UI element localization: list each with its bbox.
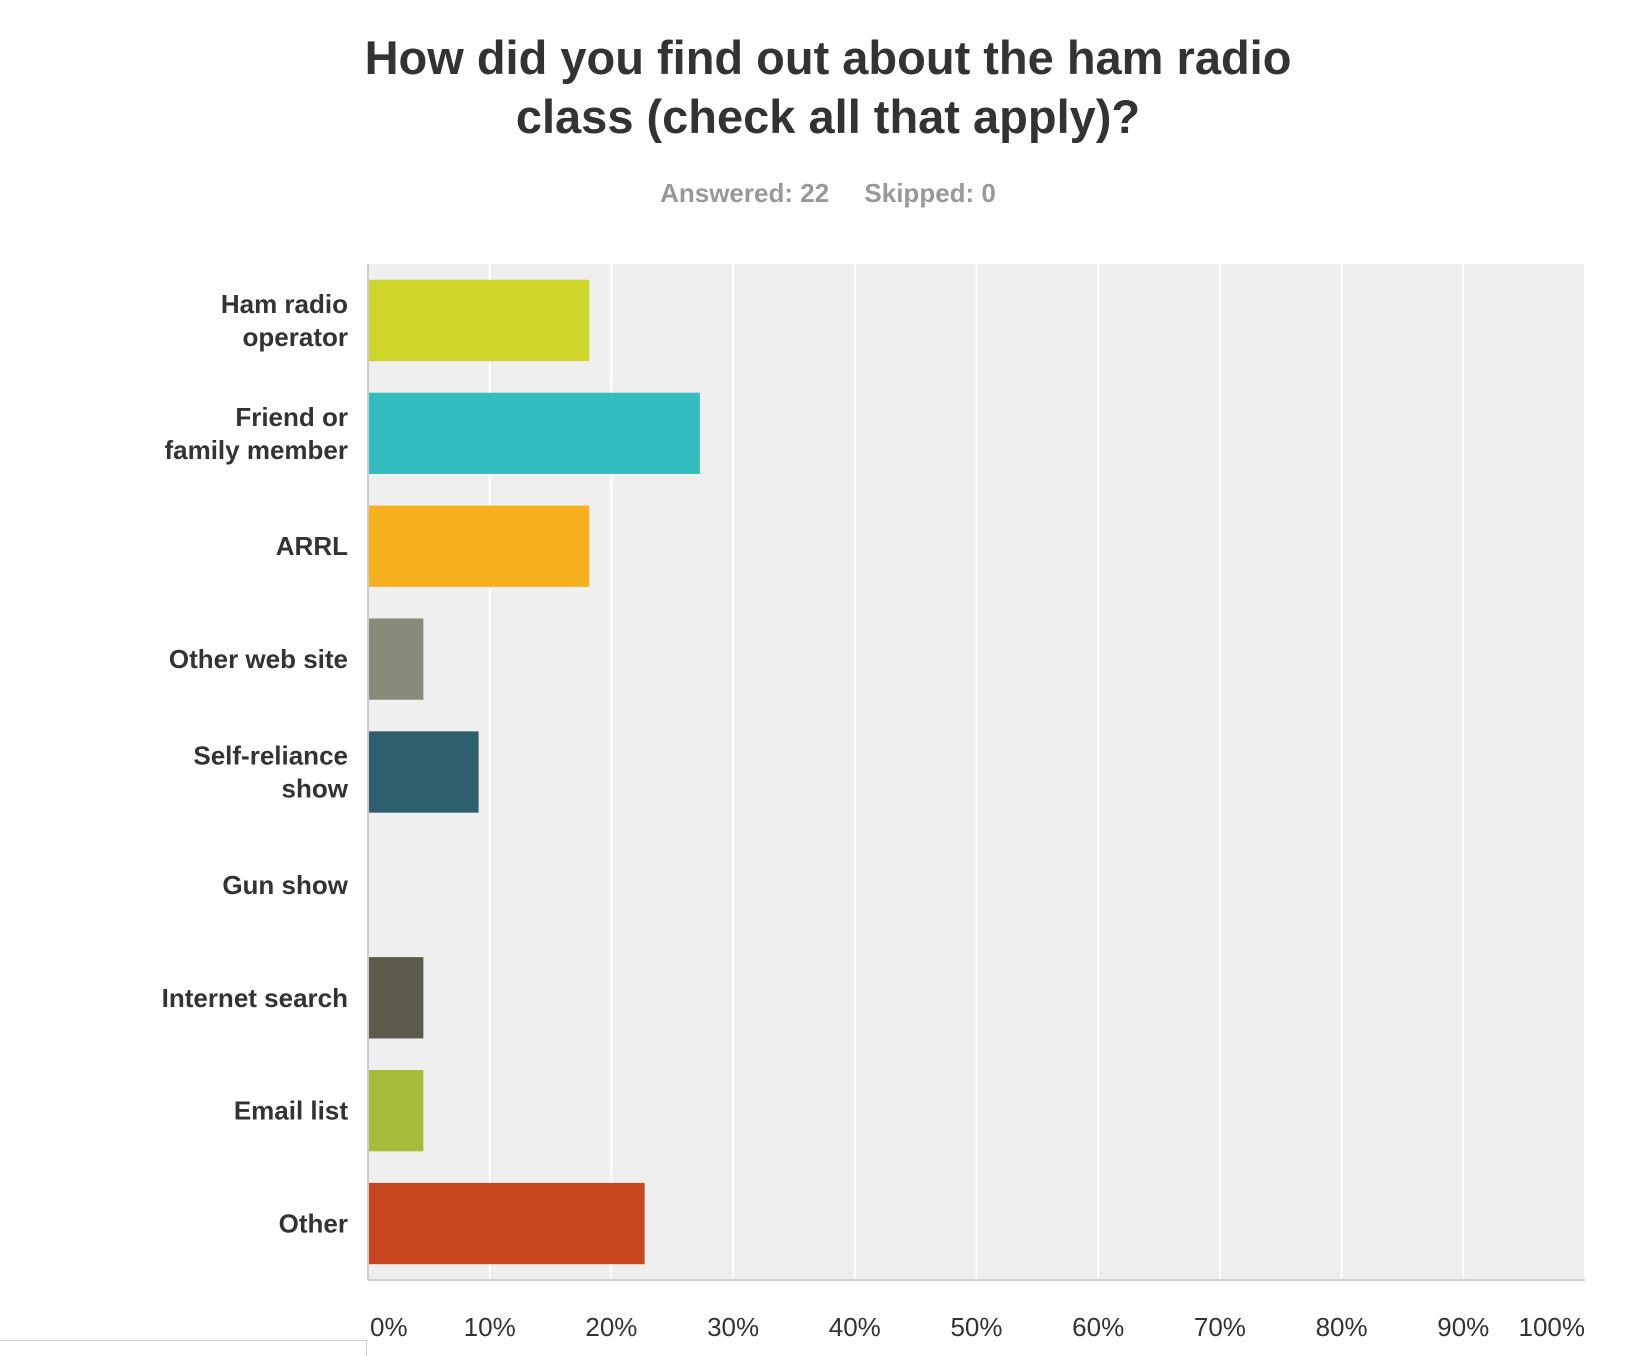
- x-tick-label: 40%: [829, 1312, 881, 1342]
- chart-title: How did you find out about the ham radio…: [0, 28, 1637, 146]
- bar[interactable]: [368, 1070, 424, 1152]
- x-tick-label: 10%: [464, 1312, 516, 1342]
- x-tick-label: 80%: [1316, 1312, 1368, 1342]
- response-stats: Answered: 22 Skipped: 0: [0, 178, 1637, 209]
- answered-count: Answered: 22: [660, 178, 830, 208]
- x-tick-label: 20%: [585, 1312, 637, 1342]
- category-label: Gun show: [222, 870, 348, 900]
- category-label: Friend or family member: [164, 402, 348, 465]
- category-label: Other web site: [169, 644, 348, 674]
- x-tick-label: 60%: [1072, 1312, 1124, 1342]
- x-tick-label: 90%: [1437, 1312, 1489, 1342]
- category-label: ARRL: [276, 531, 348, 561]
- x-axis-tick-labels: 0% 10% 20% 30% 40% 50% 60% 70% 80% 90% 100%: [370, 1312, 1585, 1342]
- bar[interactable]: [368, 505, 590, 587]
- bar[interactable]: [368, 1182, 645, 1265]
- grid-lines: [488, 264, 1586, 1280]
- category-labels: Ham radio operator Friend or family member A…: [162, 289, 349, 1239]
- bar[interactable]: [368, 957, 424, 1039]
- bar[interactable]: [368, 731, 479, 813]
- page-corner-border: [0, 1340, 367, 1356]
- category-label: Other: [279, 1209, 348, 1239]
- x-tick-label: 100%: [1519, 1312, 1586, 1342]
- chart-title-line-2: class (check all that apply)?: [515, 90, 1141, 143]
- bars: [368, 279, 700, 1265]
- bar[interactable]: [368, 392, 700, 474]
- category-label: Self-reliance show: [193, 741, 348, 804]
- bar[interactable]: [368, 279, 590, 362]
- x-tick-label: 70%: [1194, 1312, 1246, 1342]
- skipped-count: Skipped: 0: [864, 178, 996, 208]
- chart-title-line-1: How did you find out about the ham radio: [364, 31, 1292, 84]
- category-label: Internet search: [162, 983, 348, 1013]
- category-label: Ham radio operator: [221, 289, 348, 352]
- category-label: Email list: [234, 1096, 348, 1126]
- bar[interactable]: [368, 618, 424, 700]
- x-tick-label: 0%: [370, 1312, 408, 1342]
- x-tick-label: 30%: [707, 1312, 759, 1342]
- x-tick-label: 50%: [950, 1312, 1002, 1342]
